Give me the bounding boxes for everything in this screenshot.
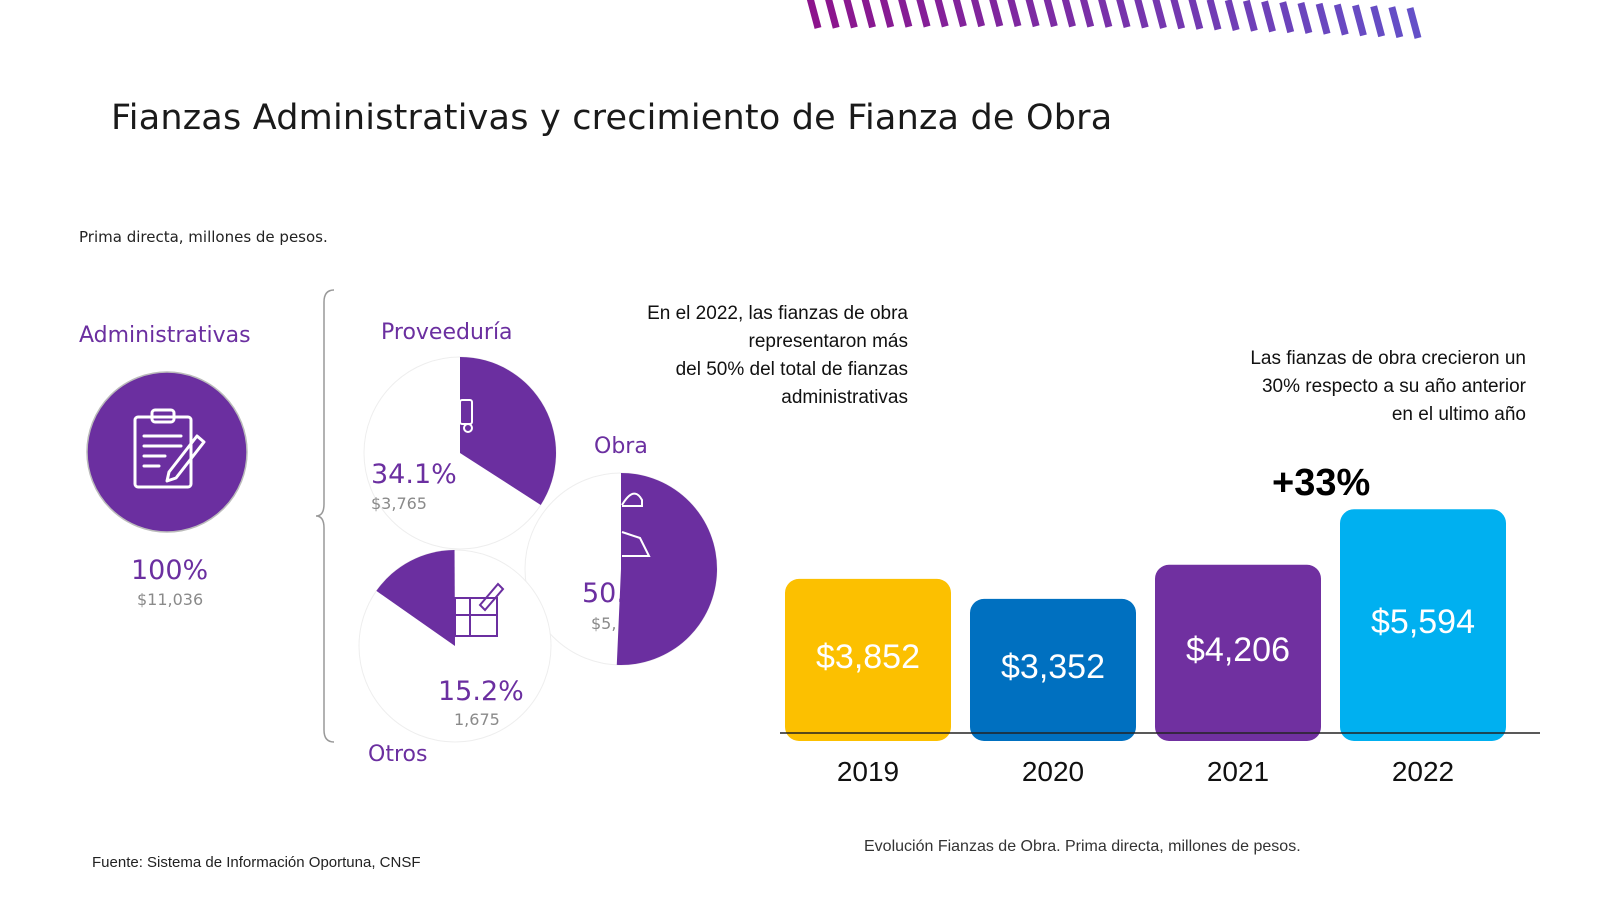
bar-2022	[1340, 509, 1506, 741]
decorative-stripe	[1061, 0, 1076, 28]
otros-pct: 15.2%	[438, 676, 524, 707]
decorative-stripe	[843, 0, 858, 29]
decorative-stripe	[825, 0, 840, 29]
x-tick-label: 2021	[1207, 756, 1269, 787]
growth-label: +33%	[1272, 462, 1371, 504]
decorative-stripe	[952, 0, 967, 28]
obra-value: $5,	[591, 614, 617, 633]
decorative-stripe	[1333, 3, 1349, 36]
grouping-brace	[315, 289, 335, 743]
decorative-stripe	[1025, 0, 1040, 28]
source-note: Fuente: Sistema de Información Oportuna,…	[92, 854, 421, 871]
clipboard-pen-icon	[133, 408, 206, 489]
decorative-stripe	[879, 0, 895, 28]
admin-label: Administrativas	[79, 323, 251, 348]
decorative-stripe	[1007, 0, 1022, 28]
proveeduria-label: Proveeduría	[381, 320, 513, 345]
bar-2020	[970, 598, 1136, 741]
admin-value: $11,036	[137, 590, 204, 609]
construction-worker-icon	[621, 492, 651, 557]
decorative-stripe	[1043, 0, 1058, 28]
x-tick-label: 2020	[1022, 756, 1084, 787]
decorative-stripe	[1352, 4, 1367, 37]
segment-pies	[358, 356, 718, 743]
decorative-stripe	[971, 0, 986, 28]
note-line: 30% respecto a su año anterior	[1261, 376, 1526, 397]
otros-value: 1,675	[454, 710, 500, 729]
decorative-stripe	[1170, 0, 1186, 30]
decorative-stripe	[1388, 6, 1404, 39]
note-line: Las fianzas de obra crecieron un	[1250, 348, 1526, 369]
decorative-stripe	[898, 0, 913, 28]
decorative-stripe	[1134, 0, 1149, 29]
growth-note: Las fianzas de obra crecieron un 30% res…	[1250, 345, 1526, 429]
admin-pct: 100%	[131, 555, 209, 586]
decorative-stripe	[1206, 0, 1222, 31]
decorative-stripe	[1370, 5, 1386, 38]
bar-value-label: $3,352	[1001, 648, 1105, 686]
obra-label: Obra	[594, 434, 648, 459]
proveeduria-pct: 34.1%	[371, 459, 457, 490]
decorative-stripe	[1279, 1, 1295, 34]
admin-circle	[86, 371, 248, 533]
note-line: del 50% del total de fianzas	[675, 359, 908, 380]
decorative-stripe	[1242, 0, 1258, 32]
otros-label: Otros	[368, 742, 428, 767]
units-subtitle: Prima directa, millones de pesos.	[79, 228, 328, 246]
note-line: administrativas	[781, 387, 908, 408]
decorative-stripe	[1224, 0, 1240, 31]
note-line: representaron más	[748, 331, 908, 352]
decorative-stripes	[806, 0, 1422, 39]
decorative-stripe	[1261, 0, 1276, 33]
chart-caption: Evolución Fianzas de Obra. Prima directa…	[864, 838, 1301, 855]
page-title: Fianzas Administrativas y crecimiento de…	[111, 98, 1113, 138]
decorative-stripe	[1080, 0, 1095, 28]
x-tick-label: 2019	[837, 756, 899, 787]
decorative-stripe	[806, 0, 822, 29]
decorative-stripe	[1188, 0, 1204, 30]
blueprint-icon	[454, 582, 505, 637]
obra-pct: 50.	[582, 578, 625, 609]
bar-value-label: $3,852	[816, 638, 920, 676]
decorative-stripe	[1297, 2, 1313, 34]
obra-share-note: En el 2022, las fianzas de obra represen…	[647, 300, 908, 412]
proveeduria-value: $3,765	[371, 494, 427, 513]
truck-icon	[459, 399, 473, 433]
decorative-stripe	[989, 0, 1004, 28]
note-line: En el 2022, las fianzas de obra	[647, 303, 908, 324]
x-tick-label: 2022	[1392, 756, 1454, 787]
decorative-stripe	[916, 0, 931, 28]
bar-2021	[1155, 564, 1321, 741]
obra-bar-chart: $3,852 2019 $3,352 2020 $4,206 2021 $5,594 2022	[780, 509, 1540, 787]
bar-value-label: $5,594	[1371, 603, 1475, 641]
decorative-stripe	[1406, 7, 1422, 39]
decorative-stripe	[1098, 0, 1113, 28]
note-line: en el ultimo año	[1391, 404, 1526, 425]
bar-2019	[785, 578, 951, 741]
decorative-stripe	[1315, 2, 1331, 35]
proveeduria-pie-slice	[460, 357, 556, 505]
bar-value-label: $4,206	[1186, 631, 1290, 669]
decorative-stripe	[861, 0, 876, 29]
decorative-stripe	[934, 0, 949, 28]
decorative-stripe	[1116, 0, 1131, 29]
obra-pie-slice	[616, 473, 717, 665]
otros-pie-slice	[376, 550, 455, 646]
decorative-stripe	[1152, 0, 1167, 29]
